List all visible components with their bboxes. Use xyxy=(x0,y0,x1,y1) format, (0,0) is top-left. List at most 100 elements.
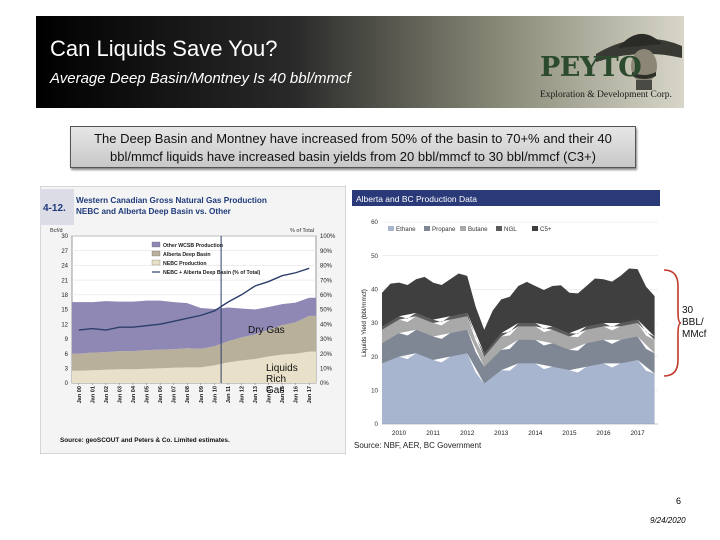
chart-title-bar xyxy=(352,190,660,206)
x-tick-label: 2011 xyxy=(426,430,440,437)
slide-subtitle: Average Deep Basin/Montney Is 40 bbl/mmc… xyxy=(50,70,351,87)
x-tick-label: Jan 10 xyxy=(212,386,218,403)
x-tick-label: Jan 13 xyxy=(253,386,259,403)
x-tick-label: Jan 02 xyxy=(104,386,110,403)
x-tick-label: 2010 xyxy=(392,430,407,437)
slide-title: Can Liquids Save You? xyxy=(50,36,278,61)
fig-label: 4-12. xyxy=(43,203,66,214)
y-tick: 0 xyxy=(375,421,379,428)
x-tick-label: 2012 xyxy=(460,430,475,437)
page-number: 6 xyxy=(676,496,682,506)
annotation-gas-line: Gas xyxy=(266,385,285,396)
y-axis-label: Liquids Yield (bbl/mmcf) xyxy=(361,289,368,357)
y-tick-left: 27 xyxy=(61,249,68,255)
y-tick: 30 xyxy=(371,320,378,327)
annotation-liquids-line: Liquids xyxy=(266,363,298,374)
y-tick-right: 70% xyxy=(320,278,333,284)
legend-swatch xyxy=(151,250,161,257)
yield-bracket xyxy=(663,269,682,377)
x-tick-label: 2017 xyxy=(630,430,645,437)
y-tick-right: 0% xyxy=(320,381,329,387)
x-tick-label: Jan 06 xyxy=(158,386,164,403)
key-message-callout: The Deep Basin and Montney have increase… xyxy=(70,126,636,168)
annotation-dry-gas: Dry Gas xyxy=(248,325,285,336)
x-tick-label: Jan 17 xyxy=(307,386,313,403)
chart-title: Western Canadian Gross Natural Gas Produ… xyxy=(76,196,267,205)
x-tick-label: Jan 05 xyxy=(145,386,151,403)
x-tick-label: Jan 12 xyxy=(239,386,245,403)
series-area-c5- xyxy=(382,268,655,354)
fig-label-box xyxy=(40,189,74,225)
y-tick-right: 30% xyxy=(320,337,333,343)
y-tick: 50 xyxy=(371,253,378,260)
legend-entry: C5+ xyxy=(540,226,552,233)
y-axis-label-left: Bcf/d xyxy=(50,228,63,234)
x-tick-label: Jan 03 xyxy=(117,386,123,403)
x-tick-label: Jan 01 xyxy=(90,386,96,403)
y-tick: 40 xyxy=(371,287,378,294)
logo-wordmark: PEYTO xyxy=(540,52,642,83)
y-tick-right: 90% xyxy=(320,249,333,255)
legend-swatch xyxy=(496,226,502,231)
x-tick-label: Jan 09 xyxy=(199,386,205,403)
company-logo: PEYTO Exploration & Development Corp. xyxy=(536,20,682,106)
legend-entry: NGL xyxy=(504,226,517,233)
y-tick-left: 24 xyxy=(61,264,68,270)
title-banner: Can Liquids Save You? Average Deep Basin… xyxy=(36,16,684,108)
legend-entry: NEBC + Alberta Deep Basin (% of Total) xyxy=(163,270,261,276)
y-tick-left: 30 xyxy=(61,234,68,240)
x-tick-label: 2016 xyxy=(596,430,611,437)
x-tick-label: Jan 08 xyxy=(185,386,191,403)
y-tick-left: 9 xyxy=(65,337,69,343)
wcsb-production-chart: 4-12. Western Canadian Gross Natural Gas … xyxy=(40,186,346,454)
x-tick-label: Jan 15 xyxy=(280,386,286,403)
y-tick-left: 12 xyxy=(61,322,68,328)
annotation-30-bbl-mmcf: 30 BBL/ MMcf xyxy=(682,305,706,341)
share-of-total-line xyxy=(78,267,310,331)
chart-title: Alberta and BC Production Data xyxy=(356,194,477,204)
y-tick-left: 3 xyxy=(65,367,69,373)
deep-basin-area xyxy=(72,315,316,371)
y-tick-right: 60% xyxy=(320,293,333,299)
logo-tagline: Exploration & Development Corp. xyxy=(540,90,672,100)
bbl-line-2: BBL/ xyxy=(682,317,704,328)
bbl-line-3: MMcf xyxy=(682,329,707,340)
x-tick-label: 2014 xyxy=(528,430,543,437)
x-tick-label: Jan 04 xyxy=(131,385,137,403)
y-tick-right: 10% xyxy=(320,367,333,373)
liquids-yield-chart: Alberta and BC Production Data 0 10 20 30 40 5… xyxy=(352,190,660,454)
y-tick-right: 20% xyxy=(320,352,333,358)
legend-entry: Butane xyxy=(468,226,488,233)
y-tick: 60 xyxy=(371,219,378,226)
x-tick-label: 2015 xyxy=(562,430,577,437)
y-tick-left: 0 xyxy=(65,381,69,387)
legend-swatch xyxy=(460,226,466,231)
x-tick-label: Jan 14 xyxy=(267,385,273,403)
y-tick-left: 6 xyxy=(65,352,69,358)
annotation-liquids-rich-gas: Liquids Rich Gas xyxy=(266,363,298,396)
y-tick-left: 18 xyxy=(61,293,68,299)
chart-source: Source: NBF, AER, BC Government xyxy=(354,441,482,450)
y-tick: 20 xyxy=(371,354,378,361)
legend-swatch xyxy=(424,226,430,231)
y-tick-right: 50% xyxy=(320,308,333,314)
y-tick-right: 80% xyxy=(320,264,333,270)
y-tick-right: 100% xyxy=(320,234,336,240)
legend-entry: Alberta Deep Basin xyxy=(163,252,211,258)
legend-entry: NEBC Production xyxy=(163,261,207,267)
legend-entry: Other WCSB Production xyxy=(163,243,223,249)
x-tick-label: 2013 xyxy=(494,430,509,437)
chart-source: Source: geoSCOUT and Peters & Co. Limite… xyxy=(60,437,230,444)
chart-subtitle: NEBC and Alberta Deep Basin vs. Other xyxy=(76,207,232,216)
legend-swatch xyxy=(151,259,161,266)
legend-swatch xyxy=(532,226,538,231)
y-tick-right: 40% xyxy=(320,322,333,328)
cowboy-portrait-icon xyxy=(596,33,682,90)
bbl-line-1: 30 xyxy=(682,305,694,316)
y-tick-left: 21 xyxy=(61,278,68,284)
series-area-ethane xyxy=(382,350,655,424)
y-tick: 10 xyxy=(371,388,378,395)
x-tick-label: Jan 16 xyxy=(294,386,300,403)
legend-swatch xyxy=(388,226,394,231)
annotation-rich-line: Rich xyxy=(266,374,287,385)
